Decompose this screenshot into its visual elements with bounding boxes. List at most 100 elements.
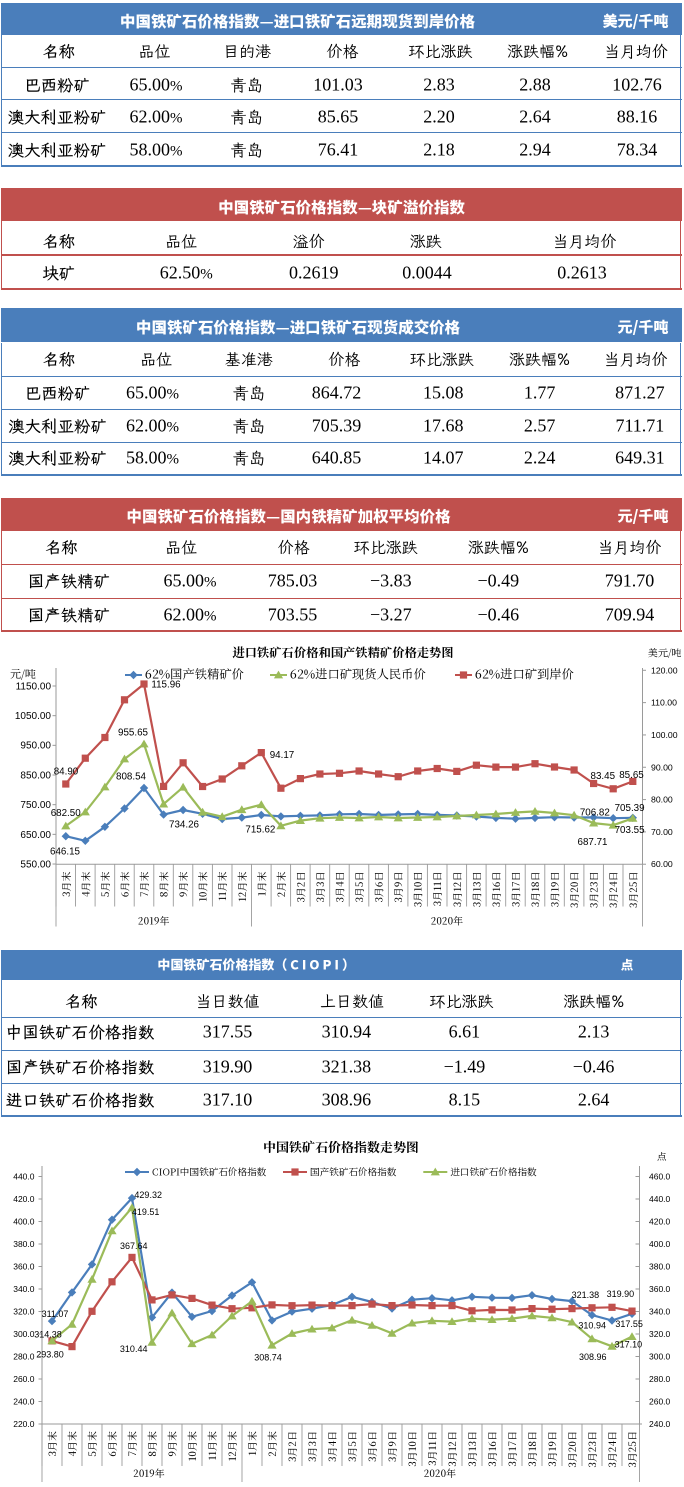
svg-text:2019年: 2019年: [133, 1465, 164, 1480]
svg-text:460.0: 460.0: [649, 1172, 671, 1182]
svg-text:3月23日: 3月23日: [586, 872, 601, 909]
svg-text:240.0: 240.0: [13, 1397, 35, 1407]
svg-text:9月末: 9月末: [175, 872, 190, 898]
svg-text:3月3日: 3月3日: [304, 1431, 319, 1462]
svg-text:646.15: 646.15: [50, 846, 81, 857]
svg-text:260.0: 260.0: [13, 1374, 35, 1384]
svg-text:120.00: 120.00: [651, 665, 678, 675]
svg-text:4月末: 4月末: [64, 1431, 79, 1457]
svg-text:734.26: 734.26: [169, 819, 200, 830]
svg-text:308.74: 308.74: [254, 1353, 282, 1363]
svg-text:60.00: 60.00: [651, 859, 673, 869]
svg-text:420.0: 420.0: [13, 1194, 35, 1204]
svg-text:682.50: 682.50: [51, 808, 82, 819]
svg-text:62%国产铁精矿价: 62%国产铁精矿价: [145, 665, 245, 683]
svg-text:3月17日: 3月17日: [508, 872, 523, 908]
svg-text:280.0: 280.0: [649, 1374, 671, 1384]
svg-text:750.00: 750.00: [20, 800, 51, 811]
svg-text:3月2日: 3月2日: [292, 872, 307, 903]
svg-text:元/吨: 元/吨: [10, 666, 36, 682]
svg-text:10月末: 10月末: [195, 872, 210, 902]
svg-text:4月末: 4月末: [77, 872, 92, 898]
svg-text:7月末: 7月末: [136, 872, 151, 898]
svg-text:5月末: 5月末: [97, 872, 112, 898]
svg-text:3月25日: 3月25日: [624, 1431, 639, 1468]
svg-text:3月17日: 3月17日: [504, 1431, 519, 1467]
svg-text:240.0: 240.0: [649, 1419, 671, 1429]
svg-text:6月末: 6月末: [104, 1431, 119, 1457]
svg-text:440.0: 440.0: [649, 1194, 671, 1204]
svg-text:220.0: 220.0: [13, 1419, 35, 1429]
svg-text:5月末: 5月末: [84, 1431, 99, 1457]
svg-text:3月6日: 3月6日: [371, 872, 386, 903]
svg-text:380.0: 380.0: [13, 1239, 35, 1249]
svg-text:310.44: 310.44: [120, 1344, 148, 1354]
svg-text:3月末: 3月末: [44, 1431, 59, 1457]
svg-text:308.96: 308.96: [579, 1352, 607, 1362]
svg-text:3月13日: 3月13日: [464, 1431, 479, 1467]
svg-text:3月13日: 3月13日: [468, 872, 483, 908]
svg-text:1月末: 1月末: [253, 872, 268, 897]
svg-text:850.00: 850.00: [20, 770, 51, 781]
svg-text:3月3日: 3月3日: [312, 872, 327, 903]
svg-text:703.55: 703.55: [615, 825, 646, 836]
svg-text:321.38: 321.38: [572, 1290, 600, 1300]
svg-text:2019年: 2019年: [138, 913, 169, 928]
svg-text:11月末: 11月末: [204, 1431, 219, 1460]
svg-text:311.07: 311.07: [42, 1309, 69, 1319]
svg-text:3月20日: 3月20日: [564, 1431, 579, 1468]
svg-text:3月18日: 3月18日: [527, 872, 542, 908]
svg-text:12月末: 12月末: [224, 1431, 239, 1461]
svg-text:2020年: 2020年: [424, 1465, 456, 1480]
svg-text:94.17: 94.17: [270, 750, 295, 761]
svg-text:1150.00: 1150.00: [16, 681, 52, 692]
svg-text:320.0: 320.0: [13, 1307, 35, 1317]
svg-text:300.0: 300.0: [13, 1329, 35, 1339]
svg-text:400.0: 400.0: [649, 1239, 671, 1249]
svg-text:3月9日: 3月9日: [390, 872, 405, 903]
svg-text:3月6日: 3月6日: [364, 1431, 379, 1462]
svg-text:3月10日: 3月10日: [404, 1431, 419, 1467]
svg-text:3月4日: 3月4日: [324, 1431, 339, 1462]
svg-text:1月末: 1月末: [244, 1431, 259, 1456]
svg-text:380.0: 380.0: [649, 1262, 671, 1272]
svg-text:3月9日: 3月9日: [384, 1431, 399, 1462]
svg-text:260.0: 260.0: [649, 1397, 671, 1407]
svg-text:3月4日: 3月4日: [332, 872, 347, 903]
svg-text:1050.00: 1050.00: [15, 711, 52, 722]
svg-text:点: 点: [657, 1149, 667, 1163]
svg-text:3月18日: 3月18日: [524, 1431, 539, 1467]
svg-text:3月24日: 3月24日: [604, 1431, 619, 1468]
svg-text:3月23日: 3月23日: [584, 1431, 599, 1468]
svg-text:62%进口矿到岸价: 62%进口矿到岸价: [475, 665, 575, 683]
svg-text:293.80: 293.80: [36, 1350, 64, 1360]
svg-text:3月19日: 3月19日: [544, 1431, 559, 1467]
svg-text:3月2日: 3月2日: [284, 1431, 299, 1462]
svg-text:3月19日: 3月19日: [547, 872, 562, 908]
svg-text:715.62: 715.62: [245, 824, 275, 835]
svg-text:317.55: 317.55: [615, 1319, 643, 1329]
svg-text:2月末: 2月末: [273, 872, 288, 898]
svg-text:950.00: 950.00: [20, 741, 51, 752]
svg-text:80.00: 80.00: [651, 795, 673, 805]
svg-text:3月16日: 3月16日: [484, 1431, 499, 1467]
svg-text:6月末: 6月末: [116, 872, 131, 898]
svg-text:3月25日: 3月25日: [625, 872, 640, 909]
svg-text:310.94: 310.94: [578, 1321, 606, 1331]
svg-text:3月11日: 3月11日: [429, 872, 444, 907]
svg-text:955.65: 955.65: [118, 727, 149, 738]
svg-text:中国铁矿石价格指数走势图: 中国铁矿石价格指数走势图: [263, 1137, 419, 1156]
svg-text:进口铁矿石价格和国产铁精矿价格走势图: 进口铁矿石价格和国产铁精矿价格走势图: [232, 643, 454, 661]
svg-text:367.64: 367.64: [120, 1241, 148, 1251]
svg-text:419.51: 419.51: [132, 1207, 160, 1217]
svg-text:3月10日: 3月10日: [410, 872, 425, 908]
svg-text:300.0: 300.0: [649, 1352, 671, 1362]
svg-text:7月末: 7月末: [124, 1431, 139, 1457]
svg-text:8月末: 8月末: [156, 872, 171, 898]
svg-text:10月末: 10月末: [184, 1431, 199, 1461]
svg-text:3月末: 3月末: [58, 872, 73, 898]
svg-text:3月12日: 3月12日: [444, 1431, 459, 1467]
svg-text:83.45: 83.45: [591, 771, 616, 782]
svg-text:70.00: 70.00: [651, 827, 673, 837]
svg-text:3月5日: 3月5日: [351, 872, 366, 903]
